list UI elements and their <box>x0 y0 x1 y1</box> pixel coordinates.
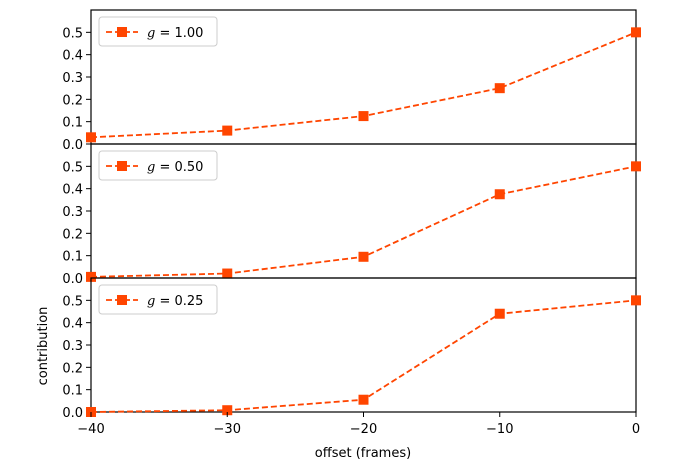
legend-symbol: g <box>147 160 155 175</box>
legend-value: = 0.25 <box>155 294 203 309</box>
y-tick-label: 0.4 <box>62 183 83 198</box>
data-point <box>358 251 369 262</box>
y-tick-label: 0.5 <box>62 294 83 309</box>
y-tick-label: 0.3 <box>62 205 83 220</box>
legend-marker <box>117 27 127 37</box>
y-tick-label: 0.5 <box>62 160 83 175</box>
y-tick-label: 0.2 <box>62 227 83 242</box>
legend-marker <box>117 295 127 305</box>
panels: 0.00.10.20.30.40.5 g = 1.000.00.10.20.30.… <box>62 9 641 421</box>
y-tick-label: 0.0 <box>62 138 83 153</box>
x-axis: −40 −30 −20 −10 0 <box>77 412 640 437</box>
x-tick-label: −30 <box>214 422 241 437</box>
data-point <box>222 125 233 136</box>
x-tick-label: −20 <box>350 422 377 437</box>
data-point <box>86 132 96 143</box>
y-tick-label: 0.3 <box>62 339 83 354</box>
data-point <box>494 308 505 319</box>
data-point <box>86 271 96 282</box>
x-tick-label: −40 <box>77 422 104 437</box>
data-point <box>222 405 233 416</box>
panel-3: 0.0 0.1 0.2 0.3 0.4 0.5 g = 0.25 <box>62 277 641 421</box>
legend: g = 0.50 <box>98 150 218 181</box>
data-point <box>358 111 369 122</box>
legend-value: = 1.00 <box>155 26 203 41</box>
legend-frame <box>98 150 218 181</box>
y-tick-label: 0.0 <box>62 272 83 287</box>
legend-label: g = 0.50 <box>147 160 203 175</box>
data-point <box>631 27 641 38</box>
data-point <box>631 161 641 172</box>
x-tick-label: 0 <box>632 422 640 437</box>
data-point <box>358 394 369 405</box>
y-tick-label: 0.0 <box>62 406 83 421</box>
data-point <box>631 295 641 306</box>
y-tick-label: 0.4 <box>62 49 83 64</box>
data-point <box>494 189 505 200</box>
data-point <box>494 83 505 94</box>
y-tick-label: 0.3 <box>62 71 83 86</box>
legend: g = 0.25 <box>98 284 218 315</box>
legend-symbol: g <box>147 294 155 309</box>
series-line <box>90 31 637 139</box>
y-tick-label: 0.1 <box>62 250 83 265</box>
legend: g = 1.00 <box>98 16 218 47</box>
legend-symbol: g <box>147 26 155 41</box>
x-axis-label: offset (frames) <box>315 446 411 461</box>
y-tick-label: 0.2 <box>62 361 83 376</box>
y-tick-label: 0.1 <box>62 116 83 131</box>
legend-frame <box>98 284 218 315</box>
legend-label: g = 1.00 <box>147 26 203 41</box>
y-tick-label: 0.4 <box>62 317 83 332</box>
legend-marker <box>117 161 127 171</box>
y-tick-label: 0.2 <box>62 93 83 108</box>
panel-2: 0.0 0.1 0.2 0.3 0.4 0.5 g = 0.50 <box>62 143 641 287</box>
legend-label: g = 0.25 <box>147 294 203 309</box>
legend-value: = 0.50 <box>155 160 203 175</box>
y-tick-label: 0.5 <box>62 26 83 41</box>
y-tick-label: 0.1 <box>62 384 83 399</box>
y-axis-label: contribution <box>36 307 51 386</box>
panel-1: 0.0 0.1 0.2 0.3 0.4 0.5 g = 1.00 <box>62 9 641 153</box>
x-tick-label: −10 <box>486 422 513 437</box>
data-point <box>222 268 233 279</box>
legend-frame <box>98 16 218 47</box>
